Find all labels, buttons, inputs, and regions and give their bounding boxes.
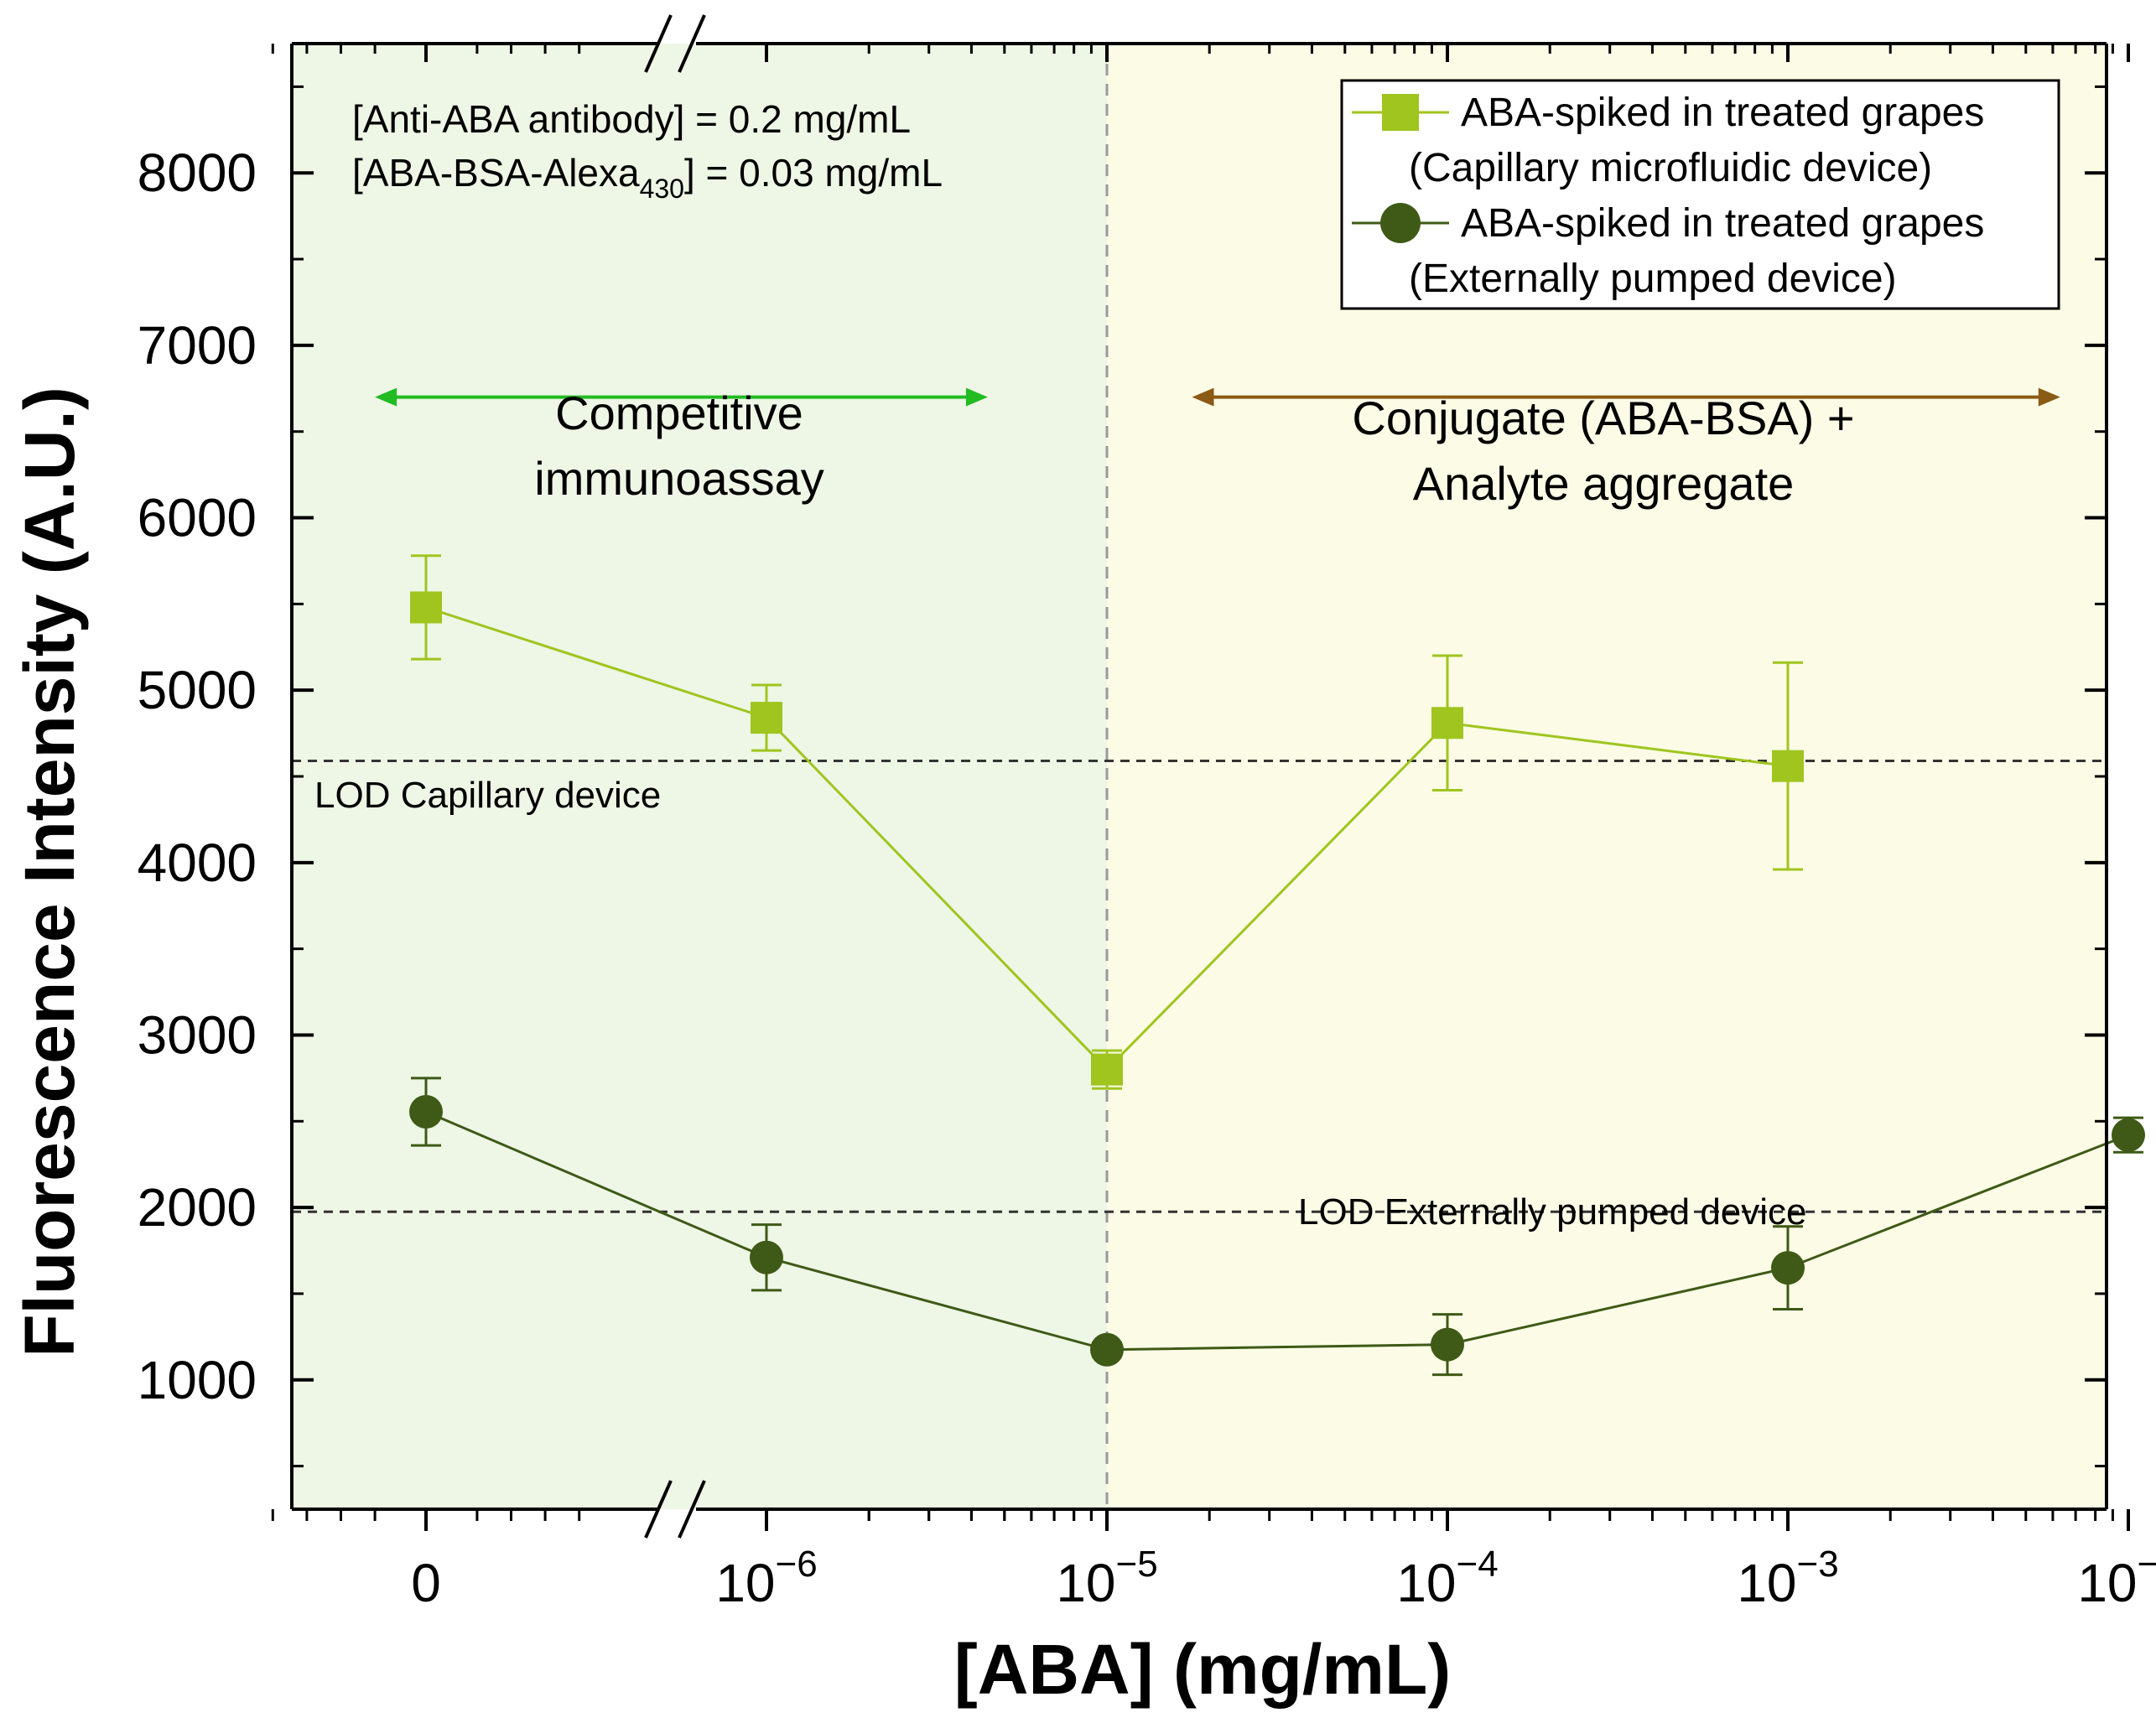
y-tick-label: 3000 — [138, 1004, 257, 1065]
y-tick-label: 4000 — [138, 833, 257, 893]
arrow-aggregate-head-right — [2038, 387, 2060, 407]
condition-conjugate-prefix: [ABA-BSA-Alexa — [352, 151, 640, 195]
legend: ABA-spiked in treated grapes (Capillary … — [1340, 79, 2060, 310]
legend-box — [1340, 79, 2060, 310]
arrow-competitive-head-left — [375, 387, 397, 407]
axis-break-mark — [678, 1480, 706, 1539]
x-tick-label: 10−5 — [1056, 1544, 1157, 1613]
x-axis-title: [ABA] (mg/mL) — [954, 1630, 1452, 1709]
y-tick-label: 8000 — [138, 143, 257, 203]
condition-conjugate: [ABA-BSA-Alexa430] = 0.03 mg/mL — [352, 151, 943, 204]
axis-ticks — [271, 44, 2130, 1531]
x-tick-label: 10−4 — [1396, 1544, 1498, 1613]
legend-label-capillary-1: ABA-spiked in treated grapes — [1461, 91, 1984, 135]
y-axis-title: Fluorescence Intensity (A.U.) — [10, 387, 89, 1357]
series-0-point — [751, 702, 782, 734]
series-1-point — [750, 1240, 783, 1274]
tick-labels: 1000 2000 3000 4000 5000 6000 7000 8000 0 10−6 10−… — [138, 143, 2156, 1613]
x-tick-label: 10−2 — [2077, 1544, 2156, 1613]
plot-frame — [290, 14, 2108, 1539]
legend-label-external-1: ABA-spiked in treated grapes — [1461, 201, 1984, 246]
region-arrows — [375, 387, 2060, 407]
left-region-label-1: Competitive — [555, 387, 803, 439]
x-tick-label: 0 — [411, 1553, 441, 1613]
arrow-competitive-head-right — [965, 387, 988, 407]
series-1-point — [1431, 1327, 1464, 1362]
legend-marker-circle — [1380, 203, 1421, 243]
condition-conjugate-subscript: 430 — [640, 174, 684, 204]
region-0 — [292, 44, 1107, 1509]
y-tick-label: 7000 — [138, 315, 257, 376]
series-0-point — [1772, 750, 1804, 782]
series-1-point — [1090, 1332, 1124, 1367]
x-tick-label: 10−3 — [1737, 1544, 1838, 1613]
axis-break-mark — [678, 14, 706, 73]
left-region-label-2: immunoassay — [534, 452, 823, 505]
legend-label-capillary-2: (Capillary microfluidic device) — [1409, 146, 1932, 190]
series-1-point — [409, 1094, 443, 1129]
condition-conjugate-suffix: ] = 0.03 mg/mL — [684, 151, 943, 195]
data-series — [409, 554, 2145, 1377]
lod-external-label: LOD Externally pumped device — [1298, 1191, 1807, 1233]
y-tick-label: 6000 — [138, 488, 257, 548]
x-tick-label: 10−6 — [715, 1544, 817, 1613]
y-tick-label: 5000 — [138, 660, 257, 720]
y-tick-label: 1000 — [138, 1350, 257, 1410]
arrow-aggregate-head-left — [1192, 387, 1214, 407]
legend-label-external-2: (Externally pumped device) — [1409, 257, 1897, 301]
series-0-point — [1091, 1053, 1123, 1086]
right-region-label-1: Conjugate (ABA-BSA) + — [1352, 392, 1854, 444]
lod-capillary-label: LOD Capillary device — [314, 775, 661, 816]
series-0-point — [410, 591, 442, 624]
series-0-point — [1431, 707, 1463, 740]
right-region-label-2: Analyte aggregate — [1413, 457, 1795, 510]
series-1-point — [1771, 1251, 1805, 1285]
axis-break-mark — [644, 14, 673, 73]
condition-antibody: [Anti-ABA antibody] = 0.2 mg/mL — [352, 97, 911, 141]
axis-break-mark — [644, 1480, 673, 1539]
series-1-line — [425, 1110, 2129, 1352]
legend-marker-square — [1382, 94, 1419, 131]
y-tick-label: 2000 — [138, 1177, 257, 1238]
series-1-point — [2112, 1118, 2145, 1152]
